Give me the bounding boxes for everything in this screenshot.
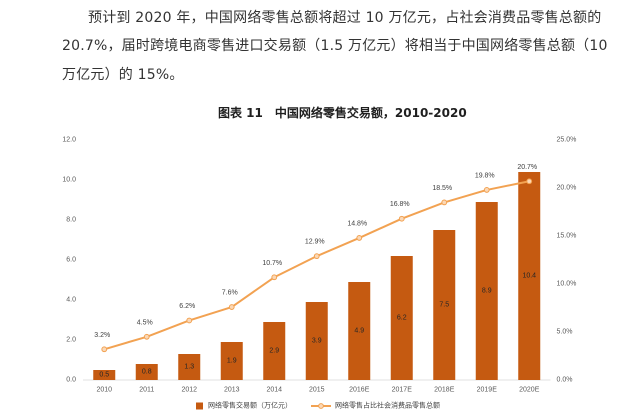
- x-tick-label-2016e: 2016E: [349, 387, 370, 394]
- x-tick-label-2020e: 2020E: [519, 387, 540, 394]
- y-left-tick-labels: 0.0 2.0 4.0 6.0 8.0 10.0 12.0: [62, 137, 76, 384]
- bar-2013: [220, 342, 243, 380]
- line-point-2016e: [356, 235, 363, 241]
- bar-2017e: [390, 256, 413, 380]
- line-point-2017e: [398, 215, 405, 222]
- line-point-2012: [186, 317, 193, 324]
- y-right-tick-label: 25.0%: [557, 137, 577, 144]
- y-left-tick-label: 2.0: [66, 337, 76, 344]
- x-tick-labels: 2010 2011 2012 2013 2014 2015 2016E 2017E 2018E 2…: [96, 387, 539, 394]
- y-right-tick-label: 10.0%: [557, 281, 577, 288]
- x-tick-label-2018e: 2018E: [434, 387, 455, 394]
- bar-series: [93, 172, 541, 380]
- bar-label-2013: 1.9: [227, 358, 237, 365]
- bar-label-2015: 3.9: [312, 338, 322, 345]
- line-label-2015: 12.9%: [305, 239, 325, 246]
- x-tick-label-2014: 2014: [266, 387, 282, 394]
- line-series: [101, 178, 533, 353]
- intro-paragraph-line: 万亿元）的 15%。: [62, 67, 184, 83]
- x-tick-label-2010: 2010: [96, 387, 112, 394]
- intro-paragraph-line: 20.7%，届时跨境电商零售进口交易额（1.5 万亿元）将相当于中国网络零售总额…: [62, 38, 608, 54]
- bar-label-2019e: 8.9: [482, 288, 492, 295]
- y-right-tick-label: 0.0%: [557, 377, 573, 384]
- figure-label: 图表 11: [218, 106, 263, 120]
- bar-label-2012: 1.3: [184, 364, 194, 371]
- line-label-2014: 10.7%: [262, 260, 282, 267]
- legend-line-marker: [318, 403, 324, 409]
- line-label-2011: 4.5%: [137, 319, 153, 326]
- line-data-labels: 3.2% 4.5% 6.2% 7.6% 10.7% 12.9% 14.8% 16.8% 18.5…: [94, 164, 537, 339]
- bar-label-2018e: 7.5: [439, 302, 449, 309]
- x-tick-label-2017e: 2017E: [392, 387, 413, 394]
- line-point-2013: [228, 304, 235, 310]
- line-point-2019e: [483, 187, 490, 193]
- bar-label-2020e: 10.4: [522, 273, 536, 280]
- y-right-tick-label: 20.0%: [557, 185, 577, 192]
- y-right-tick-label: 5.0%: [557, 329, 573, 336]
- line-label-2018e: 18.5%: [432, 185, 452, 192]
- bar-label-2017e: 6.2: [397, 315, 407, 322]
- line-point-2010: [101, 346, 108, 353]
- line-point-2015: [313, 253, 320, 260]
- x-tick-label-2011: 2011: [139, 387, 154, 394]
- line-label-2020e: 20.7%: [517, 164, 537, 171]
- intro-paragraph-line: 预计到 2020 年，中国网络零售总额将超过 10 万亿元，占社会消费品零售总额…: [88, 10, 602, 26]
- chart-title-text: 中国网络零售交易额，2010-2020: [274, 106, 467, 120]
- bar-label-2011: 0.8: [142, 369, 152, 376]
- bar-2019e: [475, 202, 498, 380]
- bar-2016e: [348, 282, 371, 380]
- y-left-tick-label: 6.0: [66, 257, 76, 264]
- line-point-2018e: [441, 199, 448, 206]
- bar-label-2016e: 4.9: [354, 328, 364, 335]
- bar-2010: [93, 370, 116, 380]
- legend: 网络零售交易额（万亿元） 网络零售占比社会消费品零售总额: [196, 401, 440, 410]
- line-label-2013: 7.6%: [222, 290, 238, 297]
- bar-label-2014: 2.9: [269, 348, 279, 355]
- x-tick-label-2015: 2015: [309, 387, 325, 394]
- chart-title: 图表 11 中国网络零售交易额，2010-2020: [218, 105, 467, 121]
- y-left-tick-label: 0.0: [66, 377, 76, 384]
- y-left-tick-label: 4.0: [66, 297, 76, 304]
- y-right-tick-label: 15.0%: [557, 233, 577, 240]
- line-label-2012: 6.2%: [179, 303, 195, 310]
- line-point-2020e: [526, 178, 533, 185]
- line-point-2011: [143, 333, 150, 340]
- line-label-2010: 3.2%: [94, 332, 110, 339]
- x-tick-label-2013: 2013: [224, 387, 240, 394]
- y-left-tick-label: 12.0: [62, 137, 76, 144]
- y-left-tick-label: 10.0: [62, 177, 76, 184]
- bar-2015: [305, 302, 328, 380]
- bar-data-labels: 0.5 0.8 1.3 1.9 2.9 3.9 4.9 6.2 7.5 8.9 10.4: [99, 273, 536, 379]
- bar-2020e: [518, 172, 541, 380]
- line-label-2017e: 16.8%: [390, 201, 410, 208]
- legend-bar-swatch: [196, 402, 203, 410]
- bar-2018e: [433, 230, 456, 380]
- y-left-tick-label: 8.0: [66, 217, 76, 224]
- x-tick-label-2019e: 2019E: [477, 387, 498, 394]
- bar-2011: [135, 364, 158, 380]
- line-label-2016e: 14.8%: [347, 220, 367, 227]
- bar-2014: [263, 322, 286, 380]
- legend-line-label: 网络零售占比社会消费品零售总额: [335, 401, 440, 410]
- bar-label-2010: 0.5: [99, 372, 109, 379]
- bar-2012: [178, 354, 201, 380]
- x-tick-label-2012: 2012: [181, 387, 197, 394]
- legend-bar-label: 网络零售交易额（万亿元）: [208, 401, 292, 410]
- y-right-tick-labels: 0.0% 5.0% 10.0% 15.0% 20.0% 25.0%: [557, 137, 577, 384]
- line-label-2019e: 19.8%: [475, 172, 495, 179]
- line-point-2014: [271, 274, 278, 281]
